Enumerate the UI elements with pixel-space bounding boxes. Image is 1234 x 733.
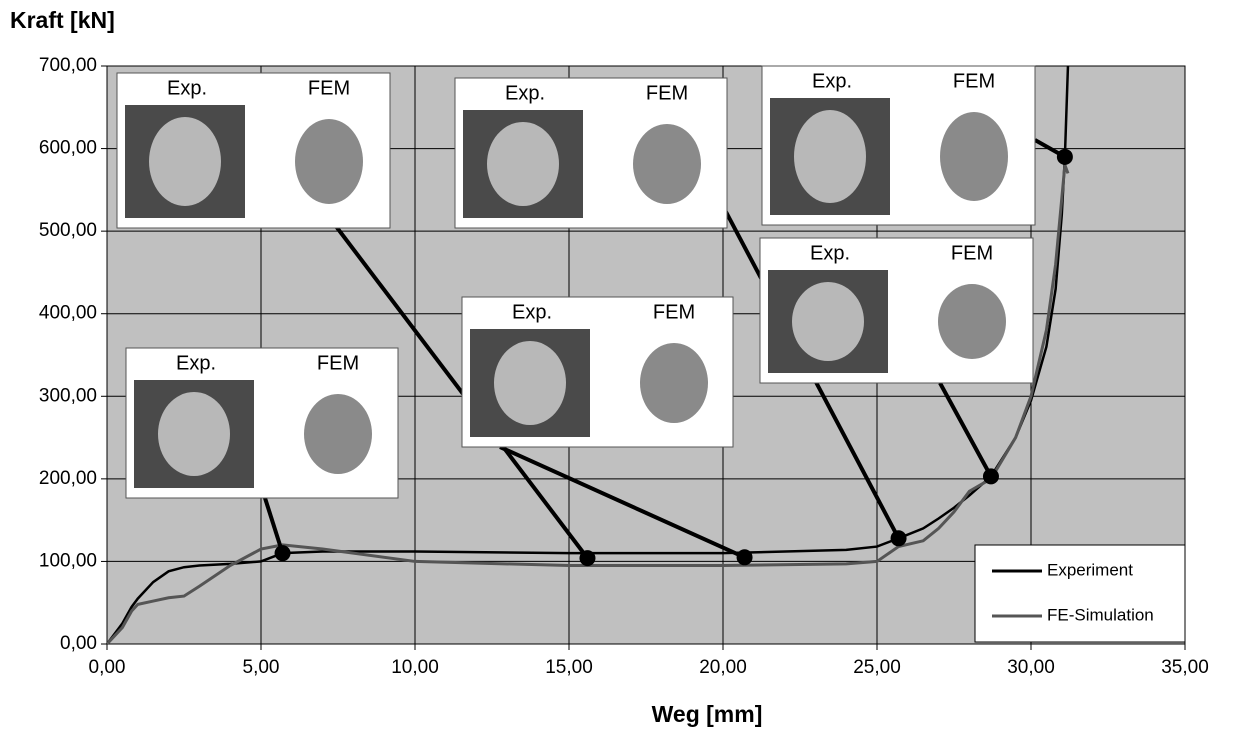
inset: Exp. FEM <box>116 72 391 229</box>
inset: Exp. FEM <box>761 65 1036 226</box>
inset-label: Exp. <box>167 77 207 99</box>
fem-model <box>640 343 708 423</box>
series-line <box>105 164 1070 646</box>
fem-model <box>633 124 701 204</box>
inset: Exp. FEM <box>461 296 734 448</box>
point <box>1056 148 1073 165</box>
inset-label: FEM <box>646 82 688 104</box>
y-axis-title: Kraft [kN] <box>10 7 115 33</box>
leader-line <box>499 445 746 560</box>
point <box>579 550 596 567</box>
photo-specimen <box>792 282 864 361</box>
y-tick-label: 700,00 <box>39 55 97 76</box>
legend-label: FE-Simulation <box>1047 605 1154 624</box>
x-tick-label: 25,00 <box>853 657 901 678</box>
inset: Exp. FEM <box>759 237 1034 384</box>
photo-specimen <box>149 117 221 206</box>
fem-model <box>940 112 1008 201</box>
y-tick-label: 400,00 <box>39 303 97 324</box>
inset-label: Exp. <box>176 352 216 374</box>
inset-label: Exp. <box>512 301 552 323</box>
point <box>890 530 907 547</box>
y-tick-label: 100,00 <box>39 550 97 571</box>
leader-line <box>333 223 590 560</box>
photo-specimen <box>158 392 230 476</box>
inset-label: Exp. <box>810 242 850 264</box>
fem-model <box>304 394 372 474</box>
x-tick-label: 15,00 <box>545 657 593 678</box>
leader-line <box>263 497 285 554</box>
x-tick-label: 35,00 <box>1161 657 1209 678</box>
legend-label: Experiment <box>1047 560 1133 579</box>
inset-label: Exp. <box>505 82 545 104</box>
fem-model <box>295 119 363 204</box>
x-tick-label: 5,00 <box>243 657 280 678</box>
photo-specimen <box>494 341 566 425</box>
inset: Exp. FEM <box>454 77 728 229</box>
legend: Experiment FE-Simulation <box>974 544 1186 643</box>
inset-label: FEM <box>317 352 359 374</box>
point <box>982 468 999 485</box>
x-tick-label: 0,00 <box>89 657 126 678</box>
inset-label: FEM <box>308 77 350 99</box>
inset-label: FEM <box>653 301 695 323</box>
y-tick-label: 200,00 <box>39 468 97 489</box>
fem-model <box>938 284 1006 359</box>
x-tick-label: 10,00 <box>391 657 439 678</box>
point <box>274 545 291 562</box>
inset-label: Exp. <box>812 70 852 92</box>
photo-specimen <box>794 110 866 203</box>
legend-box <box>974 544 1186 643</box>
inset-label: FEM <box>951 242 993 264</box>
x-tick-label: 20,00 <box>699 657 747 678</box>
plot-border <box>106 65 1186 645</box>
leader-line <box>938 382 993 478</box>
photo-specimen <box>487 122 559 206</box>
y-tick-label: 500,00 <box>39 220 97 241</box>
y-tick-label: 600,00 <box>39 138 97 159</box>
inset-label: FEM <box>953 70 995 92</box>
point <box>736 549 753 566</box>
x-tick-label: 30,00 <box>1007 657 1055 678</box>
inset: Exp. FEM <box>125 347 399 499</box>
y-tick-label: 300,00 <box>39 385 97 406</box>
x-axis-title: Weg [mm] <box>652 701 763 727</box>
y-tick-label: 0,00 <box>60 633 97 654</box>
